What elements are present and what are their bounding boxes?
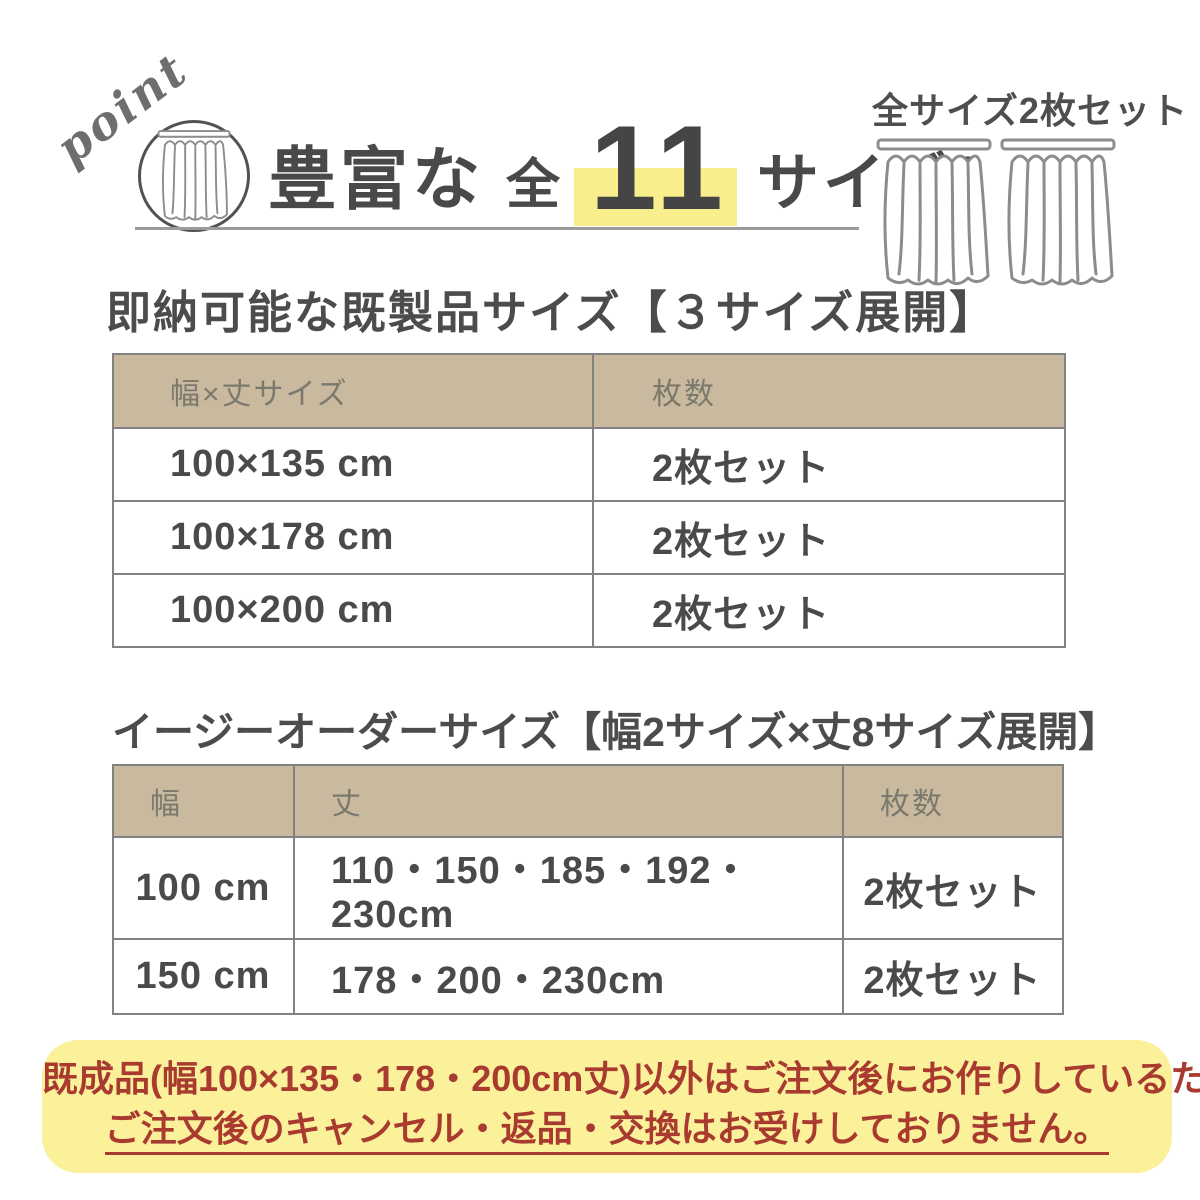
table-row: 150 cm 178・200・230cm 2枚セット xyxy=(112,938,1064,1015)
curtain-illustration-left xyxy=(876,138,992,286)
quantity-cell: 2枚セット xyxy=(592,500,1066,575)
size-cell: 100×178 cm xyxy=(112,500,594,575)
column-header-quantity: 枚数 xyxy=(592,353,1066,429)
width-cell: 150 cm xyxy=(112,938,295,1015)
length-cell: 110・150・185・192・230cm xyxy=(293,836,844,940)
ready-made-size-table: 幅×丈サイズ 枚数 100×135 cm 2枚セット 100×178 cm 2枚… xyxy=(112,353,1066,648)
table-row: 100×135 cm 2枚セット xyxy=(112,427,1066,502)
column-header-quantity: 枚数 xyxy=(842,764,1064,838)
length-cell: 178・200・230cm xyxy=(293,938,844,1015)
title-number-highlighted: 11 xyxy=(574,101,737,235)
quantity-cell: 2枚セット xyxy=(842,938,1064,1015)
size-cell: 100×135 cm xyxy=(112,427,594,502)
set-label: 全サイズ2枚セット xyxy=(872,90,1188,131)
notice-line-1: 既成品(幅100×135・178・200cm丈)以外はご注文後にお作りしているた… xyxy=(42,1057,1200,1099)
quantity-cell: 2枚セット xyxy=(842,836,1064,940)
curtain-illustration-right xyxy=(1000,138,1116,286)
notice-line-2: ご注文後のキャンセル・返品・交換はお受けしておりません。 xyxy=(42,1108,1172,1156)
column-header-size: 幅×丈サイズ xyxy=(112,353,594,429)
table-header-row: 幅 丈 枚数 xyxy=(112,764,1064,838)
easy-order-heading: イージーオーダーサイズ【幅2サイズ×丈8サイズ展開】 xyxy=(112,709,1120,755)
table-header-row: 幅×丈サイズ 枚数 xyxy=(112,353,1066,429)
table-row: 100×178 cm 2枚セット xyxy=(112,500,1066,575)
curtain-icon xyxy=(157,130,231,221)
quantity-cell: 2枚セット xyxy=(592,427,1066,502)
width-cell: 100 cm xyxy=(112,836,295,940)
title-text-2: 全 xyxy=(506,155,561,215)
title-text-1: 豊富な xyxy=(268,142,485,218)
table-row: 100 cm 110・150・185・192・230cm 2枚セット xyxy=(112,836,1064,940)
quantity-cell: 2枚セット xyxy=(592,573,1066,648)
point-badge-circle xyxy=(138,120,250,232)
column-header-length: 丈 xyxy=(293,764,844,838)
notice-box: 既成品(幅100×135・178・200cm丈)以外はご注文後にお作りしているた… xyxy=(42,1040,1200,1173)
divider-line xyxy=(135,227,859,230)
column-header-width: 幅 xyxy=(112,764,295,838)
easy-order-size-table: 幅 丈 枚数 100 cm 110・150・185・192・230cm 2枚セッ… xyxy=(112,764,1064,1015)
notice-line-2-underlined: ご注文後のキャンセル・返品・交換はお受けしておりません。 xyxy=(104,1108,1110,1156)
ready-made-heading: 即納可能な既製品サイズ【３サイズ展開】 xyxy=(106,287,997,338)
table-row: 100×200 cm 2枚セット xyxy=(112,573,1066,648)
size-cell: 100×200 cm xyxy=(112,573,594,648)
